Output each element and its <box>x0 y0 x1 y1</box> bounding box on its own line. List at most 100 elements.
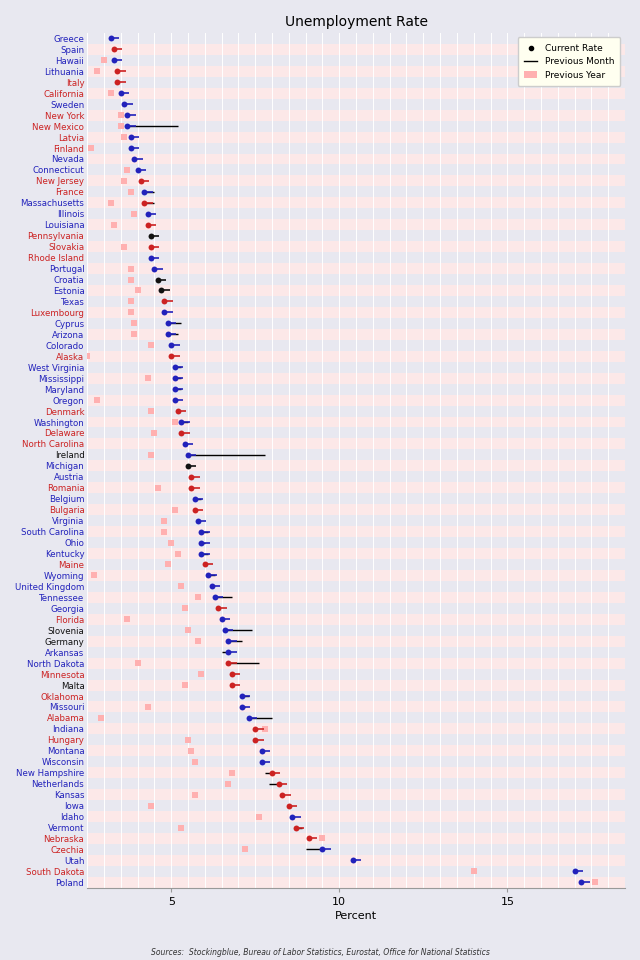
Point <box>179 601 189 616</box>
Point <box>176 425 186 441</box>
Point <box>196 524 207 540</box>
Bar <box>87 745 625 756</box>
Point <box>146 447 156 463</box>
Bar <box>87 186 625 198</box>
Point <box>284 798 294 813</box>
Point <box>149 425 159 441</box>
Point <box>159 524 170 540</box>
X-axis label: Percent: Percent <box>335 911 377 921</box>
Point <box>287 809 298 825</box>
Bar <box>87 66 625 77</box>
Bar <box>87 55 625 66</box>
Bar <box>87 176 625 186</box>
Point <box>220 623 230 638</box>
Point <box>159 294 170 309</box>
Point <box>250 721 260 736</box>
Bar <box>87 372 625 384</box>
Bar <box>87 570 625 581</box>
Point <box>223 644 234 660</box>
Point <box>193 513 204 528</box>
Point <box>170 360 180 375</box>
Point <box>146 338 156 353</box>
Point <box>146 228 156 244</box>
Point <box>76 250 86 265</box>
Point <box>163 326 173 342</box>
Point <box>85 140 95 156</box>
Point <box>156 283 166 299</box>
Point <box>89 567 99 583</box>
Bar <box>87 33 625 44</box>
Point <box>119 130 129 145</box>
Point <box>200 557 210 572</box>
Bar <box>87 690 625 702</box>
Point <box>129 206 140 222</box>
Point <box>179 436 189 451</box>
Point <box>317 830 328 846</box>
Point <box>143 206 153 222</box>
Point <box>146 798 156 813</box>
Point <box>136 173 146 188</box>
Point <box>125 304 136 320</box>
Point <box>173 403 183 419</box>
Point <box>176 415 186 430</box>
Point <box>170 415 180 430</box>
Point <box>227 678 237 693</box>
Bar <box>87 680 625 690</box>
Point <box>253 809 264 825</box>
Bar <box>87 427 625 439</box>
Point <box>92 393 102 408</box>
Point <box>146 239 156 254</box>
Point <box>176 820 186 835</box>
Point <box>106 31 116 46</box>
Point <box>186 480 196 495</box>
Point <box>468 864 479 879</box>
Bar <box>87 87 625 99</box>
Point <box>193 589 204 605</box>
Point <box>125 272 136 287</box>
Bar <box>87 526 625 537</box>
Bar <box>87 603 625 613</box>
Bar <box>87 613 625 625</box>
Point <box>166 348 176 364</box>
Point <box>176 579 186 594</box>
Bar <box>87 789 625 800</box>
Bar <box>87 800 625 811</box>
Bar <box>87 756 625 767</box>
Point <box>237 688 247 704</box>
Point <box>267 765 277 780</box>
Point <box>166 535 176 550</box>
Bar <box>87 833 625 844</box>
Point <box>210 589 220 605</box>
Bar <box>87 142 625 154</box>
Point <box>122 612 132 627</box>
Point <box>291 820 301 835</box>
Bar <box>87 384 625 395</box>
Point <box>277 787 287 803</box>
Point <box>122 162 132 178</box>
Point <box>129 326 140 342</box>
Point <box>227 765 237 780</box>
Point <box>109 53 119 68</box>
Point <box>240 842 250 857</box>
Bar <box>87 285 625 296</box>
Point <box>166 338 176 353</box>
Bar <box>87 702 625 712</box>
Point <box>163 557 173 572</box>
Bar <box>87 208 625 219</box>
Point <box>95 710 106 726</box>
Point <box>125 130 136 145</box>
Bar <box>87 296 625 307</box>
Bar <box>87 350 625 362</box>
Point <box>170 502 180 517</box>
Bar <box>87 274 625 285</box>
Bar <box>87 263 625 274</box>
Bar <box>87 559 625 570</box>
Bar <box>87 154 625 164</box>
Point <box>143 217 153 232</box>
Point <box>196 535 207 550</box>
Point <box>257 755 267 770</box>
Text: Sources:  Stockingblue, Bureau of Labor Statistics, Eurostat, Office for Nationa: Sources: Stockingblue, Bureau of Labor S… <box>150 948 490 957</box>
Bar <box>87 493 625 504</box>
Point <box>99 53 109 68</box>
Bar <box>87 537 625 548</box>
